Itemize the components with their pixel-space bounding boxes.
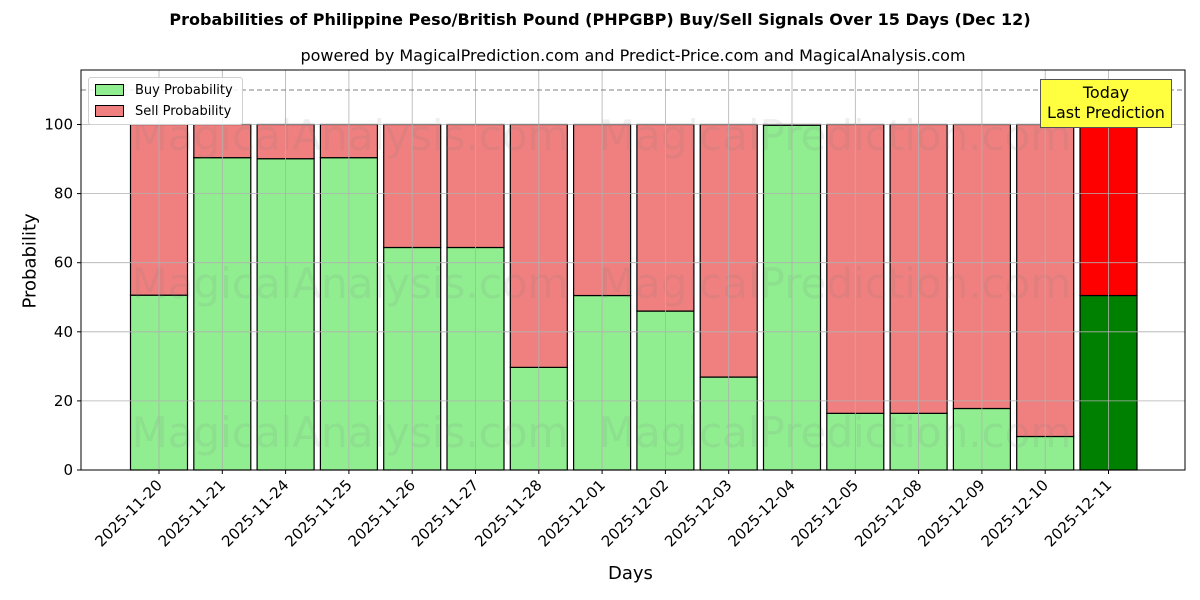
x-tick-label: 2025-11-25	[281, 476, 355, 550]
x-tick-label: 2025-12-01	[535, 476, 609, 550]
watermark: MagicalPrediction.com	[599, 259, 1072, 308]
x-tick-label: 2025-12-11	[1041, 476, 1115, 550]
x-tick-label: 2025-12-05	[788, 476, 862, 550]
x-tick-label: 2025-11-28	[471, 476, 545, 550]
chart-title: Probabilities of Philippine Peso/British…	[169, 10, 1031, 29]
legend: Buy Probability Sell Probability	[88, 77, 243, 125]
watermark: MagicalAnalysis.com	[132, 259, 569, 308]
x-tick-label: 2025-12-08	[851, 476, 925, 550]
x-tick-label: 2025-11-21	[155, 476, 229, 550]
annotation-line-1: Today	[1082, 83, 1130, 102]
x-tick-label: 2025-12-09	[914, 476, 988, 550]
legend-swatch-buy	[95, 84, 124, 96]
legend-label-buy: Buy Probability	[135, 82, 233, 98]
legend-item-buy: Buy Probability	[95, 82, 233, 98]
y-tick-label: 0	[63, 461, 73, 479]
x-tick-label: 2025-11-24	[218, 476, 292, 550]
watermark: MagicalAnalysis.com	[132, 408, 569, 457]
y-tick-label: 20	[54, 392, 73, 410]
x-tick-label: 2025-12-02	[598, 476, 672, 550]
watermark: MagicalPrediction.com	[599, 408, 1072, 457]
legend-label-sell: Sell Probability	[135, 103, 232, 119]
legend-swatch-sell	[95, 105, 124, 117]
x-tick-label: 2025-11-27	[408, 476, 482, 550]
axes-frame	[80, 69, 1186, 471]
today-annotation: Today Last Prediction	[1040, 79, 1172, 128]
x-tick-label: 2025-11-20	[91, 476, 165, 550]
legend-item-sell: Sell Probability	[95, 103, 231, 119]
y-tick-label: 40	[54, 323, 73, 341]
y-axis-label: Probability	[19, 213, 41, 309]
x-tick-label: 2025-11-26	[345, 476, 419, 550]
y-tick-label: 100	[44, 116, 73, 134]
x-axis-label: Days	[608, 563, 653, 584]
x-tick-label: 2025-12-04	[724, 476, 798, 550]
x-tick-label: 2025-12-03	[661, 476, 735, 550]
y-tick-label: 60	[54, 254, 73, 272]
chart-subtitle: powered by MagicalPrediction.com and Pre…	[300, 46, 966, 65]
watermark: MagicalPrediction.com	[599, 111, 1072, 160]
y-tick-label: 80	[54, 185, 73, 203]
annotation-line-2: Last Prediction	[1047, 103, 1165, 122]
x-tick-label: 2025-12-10	[978, 476, 1052, 550]
